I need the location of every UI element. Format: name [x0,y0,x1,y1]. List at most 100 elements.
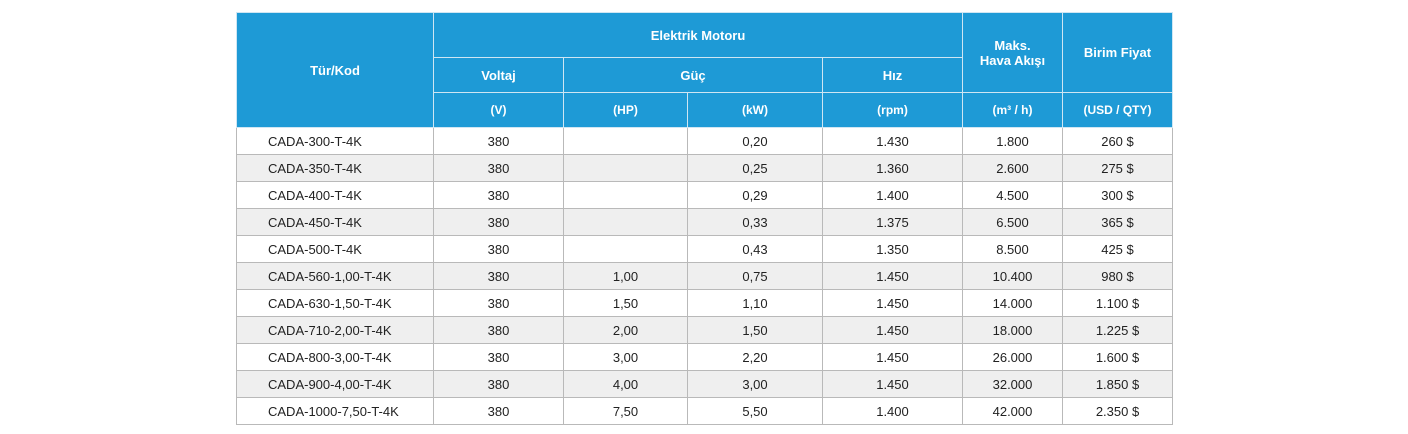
cell-voltage: 380 [433,154,564,182]
cell-airflow: 32.000 [962,370,1063,398]
cell-price: 2.350 $ [1062,397,1173,425]
cell-airflow: 42.000 [962,397,1063,425]
cell-voltage: 380 [433,289,564,317]
cell-price: 1.100 $ [1062,289,1173,317]
cell-airflow: 8.500 [962,235,1063,263]
header-row-2: Voltaj Güç Hız [237,57,1173,93]
table-row: CADA-1000-7,50-T-4K 380 7,50 5,50 1.400 42.00… [236,397,1173,425]
header-row-units: (V) (HP) (kW) (rpm) (m³ / h) (USD / QTY) [237,92,1173,128]
cell-kw: 0,75 [687,262,823,290]
cell-price: 1.600 $ [1062,343,1173,371]
cell-airflow: 14.000 [962,289,1063,317]
cell-voltage: 380 [433,235,564,263]
table-row: CADA-900-4,00-T-4K 380 4,00 3,00 1.450 32.000… [236,370,1173,398]
cell-code: CADA-400-T-4K [236,181,434,209]
cell-code: CADA-900-4,00-T-4K [236,370,434,398]
unit-price-unit: (USD / QTY) [1062,92,1173,128]
unit-airflow: (m³ / h) [962,92,1063,128]
cell-rpm: 1.450 [822,316,963,344]
header-max-airflow-line1: Maks. [994,37,1031,53]
cell-hp [563,235,688,263]
cell-hp: 1,50 [563,289,688,317]
cell-kw: 3,00 [687,370,823,398]
cell-rpm: 1.350 [822,235,963,263]
cell-price: 1.225 $ [1062,316,1173,344]
cell-code: CADA-300-T-4K [236,127,434,155]
cell-airflow: 4.500 [962,181,1063,209]
cell-kw: 0,33 [687,208,823,236]
table-row: CADA-630-1,50-T-4K 380 1,50 1,10 1.450 14.000… [236,289,1173,317]
cell-kw: 0,25 [687,154,823,182]
table-row: CADA-400-T-4K 380 0,29 1.400 4.500 300 $ [236,181,1173,209]
cell-voltage: 380 [433,370,564,398]
table-row: CADA-800-3,00-T-4K 380 3,00 2,20 1.450 26.000… [236,343,1173,371]
cell-airflow: 26.000 [962,343,1063,371]
cell-price: 980 $ [1062,262,1173,290]
cell-code: CADA-1000-7,50-T-4K [236,397,434,425]
header-voltage: Voltaj [433,57,564,93]
cell-hp [563,181,688,209]
cell-hp: 3,00 [563,343,688,371]
cell-kw: 5,50 [687,397,823,425]
header-electric-motor: Elektrik Motoru [433,12,963,58]
cell-code: CADA-800-3,00-T-4K [236,343,434,371]
cell-airflow: 10.400 [962,262,1063,290]
cell-kw: 1,50 [687,316,823,344]
cell-voltage: 380 [433,316,564,344]
cell-hp: 7,50 [563,397,688,425]
cell-voltage: 380 [433,262,564,290]
cell-voltage: 380 [433,127,564,155]
table-body: CADA-300-T-4K 380 0,20 1.430 1.800 260 $ CADA-… [236,127,1173,425]
unit-kw: (kW) [687,92,823,128]
header-unit-price: Birim Fiyat [1062,12,1173,93]
cell-price: 425 $ [1062,235,1173,263]
cell-voltage: 380 [433,343,564,371]
cell-airflow: 2.600 [962,154,1063,182]
unit-hp: (HP) [563,92,688,128]
cell-kw: 1,10 [687,289,823,317]
table-row: CADA-710-2,00-T-4K 380 2,00 1,50 1.450 18.000… [236,316,1173,344]
price-table: Tür/Kod Elektrik Motoru Maks. Hava Akışı… [236,12,1173,425]
cell-price: 260 $ [1062,127,1173,155]
table-row: CADA-350-T-4K 380 0,25 1.360 2.600 275 $ [236,154,1173,182]
cell-code: CADA-450-T-4K [236,208,434,236]
cell-code: CADA-630-1,50-T-4K [236,289,434,317]
cell-rpm: 1.375 [822,208,963,236]
header-speed: Hız [822,57,963,93]
cell-hp: 2,00 [563,316,688,344]
cell-code: CADA-350-T-4K [236,154,434,182]
cell-rpm: 1.400 [822,181,963,209]
header-type-code: Tür/Kod [236,12,434,128]
cell-code: CADA-710-2,00-T-4K [236,316,434,344]
cell-kw: 0,20 [687,127,823,155]
cell-price: 275 $ [1062,154,1173,182]
cell-voltage: 380 [433,181,564,209]
cell-rpm: 1.450 [822,262,963,290]
cell-rpm: 1.450 [822,370,963,398]
cell-kw: 2,20 [687,343,823,371]
cell-airflow: 6.500 [962,208,1063,236]
cell-hp: 4,00 [563,370,688,398]
cell-hp [563,127,688,155]
cell-price: 1.850 $ [1062,370,1173,398]
cell-code: CADA-500-T-4K [236,235,434,263]
unit-rpm: (rpm) [822,92,963,128]
cell-airflow: 18.000 [962,316,1063,344]
cell-rpm: 1.450 [822,343,963,371]
cell-voltage: 380 [433,208,564,236]
cell-hp [563,208,688,236]
table-row: CADA-560-1,00-T-4K 380 1,00 0,75 1.450 10.400… [236,262,1173,290]
header-power: Güç [563,57,823,93]
header-max-airflow-line2: Hava Akışı [979,52,1046,68]
cell-kw: 0,43 [687,235,823,263]
cell-code: CADA-560-1,00-T-4K [236,262,434,290]
table-row: CADA-300-T-4K 380 0,20 1.430 1.800 260 $ [236,127,1173,155]
unit-voltage: (V) [433,92,564,128]
table-row: CADA-450-T-4K 380 0,33 1.375 6.500 365 $ [236,208,1173,236]
cell-rpm: 1.430 [822,127,963,155]
table-header: Tür/Kod Elektrik Motoru Maks. Hava Akışı… [236,12,1173,128]
cell-price: 365 $ [1062,208,1173,236]
cell-voltage: 380 [433,397,564,425]
cell-price: 300 $ [1062,181,1173,209]
cell-rpm: 1.450 [822,289,963,317]
